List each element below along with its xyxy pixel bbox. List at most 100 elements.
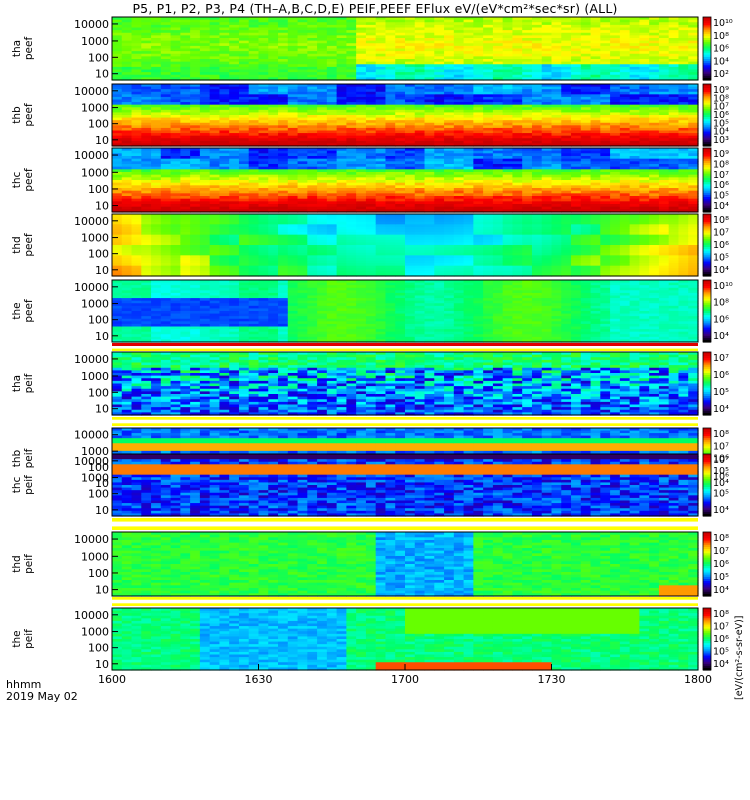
heatmap-cell [658,19,670,23]
heatmap-cell [580,74,592,78]
heatmap-cell [356,91,367,95]
heatmap-cell [639,59,650,63]
heatmap-cell [209,59,221,63]
heatmap-cell [600,45,611,50]
heatmap-cell [287,53,299,57]
heatmap-cell [600,91,611,95]
heatmap-cell [678,130,689,134]
heatmap-cell [649,102,660,106]
heatmap-cell [209,86,221,90]
heatmap-cell [151,61,162,65]
heatmap-cell [434,109,445,114]
heatmap-cell [512,107,523,111]
heatmap-cell [580,40,592,44]
heatmap-cell [141,107,152,111]
heatmap-cell [561,99,572,103]
heatmap-cell [658,77,670,81]
heatmap-cell [278,69,289,73]
heatmap-cell [248,91,260,95]
heatmap-cell [580,133,592,137]
colorbar-segment [703,115,711,118]
heatmap-cell [688,125,699,129]
heatmap-cell [121,56,133,60]
heatmap-cell [180,180,191,184]
heatmap-cell [317,69,328,73]
heatmap-cell [160,201,172,205]
heatmap-cell [512,66,523,71]
heatmap-cell [248,174,260,178]
heatmap-cell [199,84,211,88]
heatmap-cell [463,38,474,42]
heatmap-cell [414,61,426,65]
colorbar-segment [703,123,711,126]
heatmap-cell [619,96,631,101]
heatmap-cell [512,27,523,31]
heatmap-cell [112,190,123,194]
heatmap-cell [610,40,621,44]
heatmap-cell [424,56,435,60]
y-tick-label: 10000 [74,18,109,31]
heatmap-cell [561,69,572,73]
heatmap-cell [199,74,211,78]
heatmap-cell [151,74,162,78]
heatmap-cell [678,91,689,95]
heatmap-cell [551,122,562,126]
heatmap-cell [434,84,445,88]
heatmap-cell [131,40,142,44]
heatmap-cell [541,45,553,50]
heatmap-cell [170,143,181,147]
heatmap-cell [268,17,279,21]
heatmap-cell [395,94,406,98]
heatmap-cell [424,143,435,147]
heatmap-cell [629,112,640,116]
heatmap-cell [365,135,377,139]
heatmap-cell [209,117,221,121]
heatmap-cell [151,156,162,160]
heatmap-cell [375,40,387,44]
heatmap-cell [688,66,699,71]
heatmap-cell [151,196,162,200]
heatmap-cell [356,135,367,139]
heatmap-cell [600,56,611,60]
heatmap-cell [580,138,592,142]
heatmap-cell [287,59,299,63]
heatmap-cell [258,193,269,197]
heatmap-cell [551,120,562,124]
heatmap-cell [375,48,387,52]
heatmap-cell [297,130,308,134]
heatmap-cell [297,138,308,142]
heatmap-cell [160,150,172,154]
heatmap-cell [610,51,621,55]
heatmap-cell [610,115,621,119]
heatmap-cell [287,143,299,147]
heatmap-cell [385,133,396,137]
heatmap-cell [151,89,162,93]
heatmap-cell [317,19,328,23]
heatmap-cell [434,91,445,95]
heatmap-cell [170,190,181,194]
heatmap-cell [649,89,660,93]
heatmap-cell [356,24,367,29]
heatmap-cell [658,127,670,132]
heatmap-cell [180,125,191,129]
heatmap-cell [199,32,211,36]
heatmap-cell [160,24,172,29]
heatmap-cell [238,86,250,90]
heatmap-cell [180,158,191,162]
heatmap-cell [287,99,299,103]
heatmap-cell [151,169,162,173]
heatmap-cell [502,127,514,132]
heatmap-cell [522,107,533,111]
heatmap-cell [209,43,221,47]
heatmap-cell [219,190,230,194]
heatmap-cell [688,59,699,63]
heatmap-cell [170,169,181,173]
heatmap-cell [590,138,601,142]
heatmap-cell [131,140,142,145]
heatmap-cell [522,19,533,23]
heatmap-cell [688,140,699,145]
heatmap-cell [121,174,133,178]
heatmap-cell [629,19,640,23]
heatmap-cell [365,61,377,65]
heatmap-cell [238,22,250,26]
